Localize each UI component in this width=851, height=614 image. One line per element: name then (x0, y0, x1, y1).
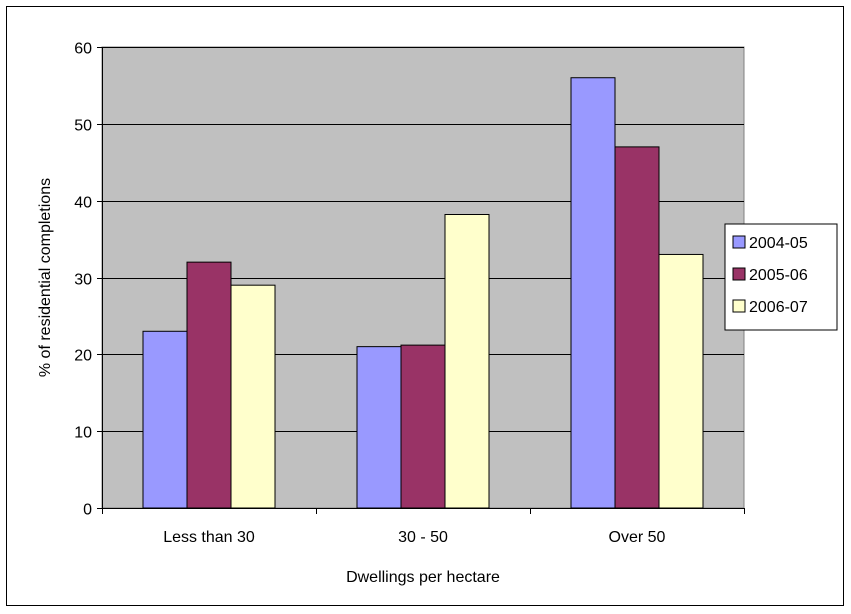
y-tick-label: 30 (74, 272, 92, 289)
legend-label: 2006-07 (749, 299, 808, 316)
x-tick-label: Over 50 (609, 529, 666, 546)
bar-2004-05-3 (570, 77, 616, 509)
y-tick-label: 40 (74, 195, 92, 212)
bars (142, 77, 704, 509)
axes: 0 10 20 30 40 50 60 Less than 30 30 - 50 Over 50 (74, 41, 745, 546)
bar-2005-06-2 (400, 344, 446, 509)
bar-2006-07-2 (444, 213, 490, 509)
x-axis-title: Dwellings per hectare (346, 569, 500, 586)
x-tick-label: 30 - 50 (398, 529, 448, 546)
bar-2005-06-1 (186, 261, 232, 509)
y-tick-label: 60 (74, 41, 92, 58)
legend-swatch (732, 235, 746, 249)
x-tick-label: Less than 30 (163, 529, 255, 546)
bar-2006-07-3 (658, 253, 704, 509)
bar-2006-07-1 (230, 284, 276, 509)
legend: 2004-05 2005-06 2006-07 (724, 223, 838, 331)
y-tick-label: 50 (74, 118, 92, 135)
legend-label: 2005-06 (749, 267, 808, 284)
legend-swatch (732, 299, 746, 313)
y-tick-label: 0 (83, 502, 92, 519)
y-tick-label: 20 (74, 348, 92, 365)
legend-label: 2004-05 (749, 235, 808, 252)
bar-2004-05-1 (142, 330, 188, 509)
legend-swatch (732, 267, 746, 281)
y-axis-title: % of residential completions (37, 178, 54, 377)
y-tick-label: 10 (74, 425, 92, 442)
bar-2005-06-3 (614, 146, 660, 509)
bar-2004-05-2 (356, 346, 402, 509)
